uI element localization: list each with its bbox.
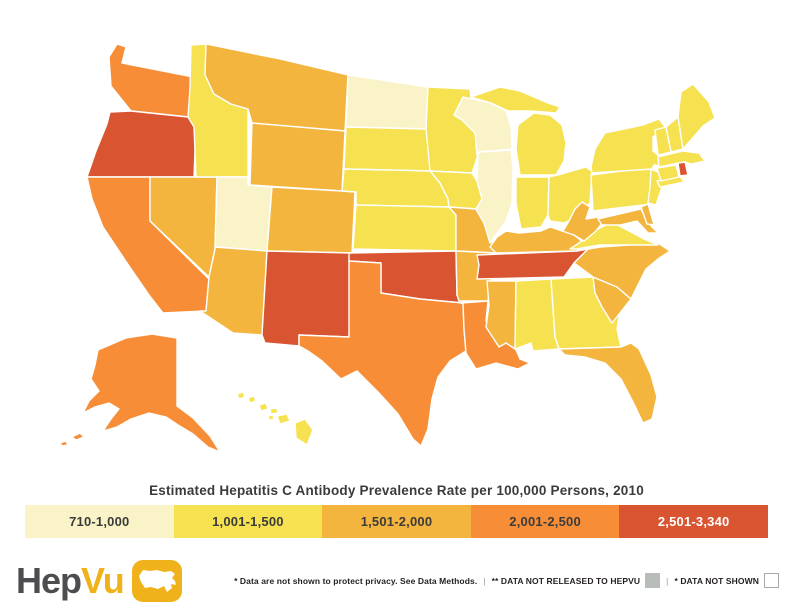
not-shown-note: * DATA NOT SHOWN bbox=[674, 575, 759, 586]
state-ri[interactable]: Rhode Island: 2,501-3,340 bbox=[677, 161, 689, 177]
legend-bucket-3-label: 1,501-2,000 bbox=[360, 514, 433, 529]
state-sd[interactable]: South Dakota: 1,001-1,500 bbox=[343, 126, 433, 172]
state-nm[interactable]: New Mexico: 2,501-3,340 bbox=[261, 250, 353, 347]
note-separator: | bbox=[483, 575, 486, 586]
map-title: Estimated Hepatitis C Antibody Prevalenc… bbox=[149, 483, 644, 498]
footer-notes: * Data are not shown to protect privacy.… bbox=[234, 573, 779, 588]
state-co[interactable]: Colorado: 1,501-2,000 bbox=[266, 186, 356, 254]
state-ut[interactable]: Utah: 710-1,000 bbox=[214, 176, 273, 252]
legend-bucket-3: 1,501-2,000 bbox=[322, 505, 471, 538]
legend-bucket-1-label: 710-1,000 bbox=[69, 514, 130, 529]
state-ak[interactable]: Alaska: 2,001-2,500 bbox=[59, 333, 221, 453]
state-mt[interactable]: Montana: 1,501-2,000 bbox=[204, 43, 349, 132]
not-released-note: ** DATA NOT RELEASED TO HEPVU bbox=[491, 575, 641, 586]
state-pa[interactable]: Pennsylvania: 1,001-1,500 bbox=[590, 166, 660, 212]
state-me[interactable]: Maine: 1,001-1,500 bbox=[677, 83, 716, 150]
state-fl[interactable]: Florida: 1,501-2,000 bbox=[558, 342, 658, 424]
logo-hep: Hep bbox=[16, 559, 82, 601]
state-in[interactable]: Indiana: 1,001-1,500 bbox=[515, 176, 550, 230]
legend-bucket-4: 2,001-2,500 bbox=[470, 505, 620, 538]
legend-bucket-2-label: 1,001-1,500 bbox=[212, 514, 284, 529]
state-il[interactable]: Illinois: 710-1,000 bbox=[475, 149, 514, 244]
note-separator: | bbox=[666, 575, 669, 586]
state-wi[interactable]: Wisconsin: 710-1,000 bbox=[453, 96, 513, 156]
legend: 710-1,000 1,001-1,500 1,501-2,000 2,001-… bbox=[25, 505, 768, 538]
state-wv[interactable]: West Virginia: 1,501-2,000 bbox=[550, 201, 603, 242]
data-not-shown-swatch bbox=[764, 573, 779, 588]
state-tn[interactable]: Tennessee: 2,501-3,340 bbox=[476, 248, 589, 280]
legend-bucket-5: 2,501-3,340 bbox=[619, 505, 768, 538]
logo-vu: Vu bbox=[81, 559, 125, 601]
legend-bucket-2: 1,001-1,500 bbox=[173, 505, 323, 538]
us-choropleth-map: Washington: 2,001-2,500Oregon: 2,501-3,3… bbox=[59, 43, 716, 453]
state-nd[interactable]: North Dakota: 710-1,000 bbox=[345, 74, 429, 130]
state-ks[interactable]: Kansas: 1,001-1,500 bbox=[352, 204, 457, 252]
data-not-released-swatch bbox=[645, 573, 661, 588]
state-hi[interactable]: Hawaii: 1,001-1,500 bbox=[236, 391, 314, 446]
legend-bucket-1: 710-1,000 bbox=[25, 505, 174, 538]
state-mi[interactable]: Michigan: 1,001-1,500 bbox=[470, 86, 567, 176]
state-tx[interactable]: Texas: 2,001-2,500 bbox=[298, 260, 467, 447]
state-wa[interactable]: Washington: 2,001-2,500 bbox=[108, 43, 194, 118]
state-ma[interactable]: Massachusetts: 1,001-1,500 bbox=[657, 150, 706, 168]
legend-bucket-5-label: 2,501-3,340 bbox=[657, 514, 730, 529]
legend-bucket-4-label: 2,001-2,500 bbox=[509, 514, 581, 529]
privacy-note: * Data are not shown to protect privacy.… bbox=[234, 575, 478, 586]
hepvu-usa-icon bbox=[131, 559, 182, 602]
footer: HepVu * Data are not shown to protect pr… bbox=[0, 548, 793, 613]
state-ct[interactable]: Connecticut: 1,001-1,500 bbox=[656, 164, 680, 182]
hepvu-logo[interactable]: HepVu bbox=[16, 559, 183, 603]
hepvu-logo-text: HepVu bbox=[16, 559, 125, 601]
state-or[interactable]: Oregon: 2,501-3,340 bbox=[86, 110, 197, 178]
state-wy[interactable]: Wyoming: 1,501-2,000 bbox=[249, 122, 346, 192]
